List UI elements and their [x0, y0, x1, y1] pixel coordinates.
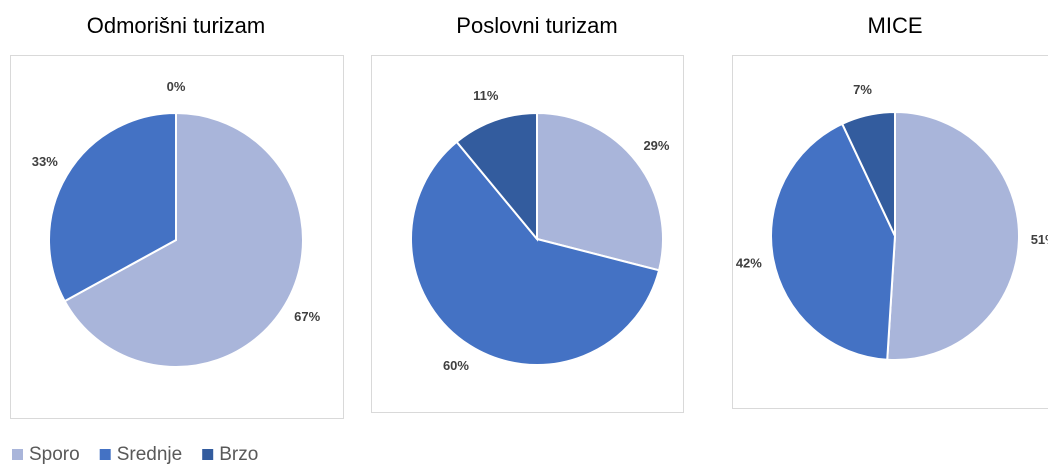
data-label: 42%: [736, 255, 762, 270]
pie-chart: 29% 60% 11%: [371, 55, 684, 413]
data-label: 7%: [853, 82, 872, 97]
data-label: 0%: [167, 79, 186, 94]
pie-slice: [410, 140, 661, 366]
legend-label: Sporo: [29, 444, 80, 465]
pie-chart: 67% 33% 0%: [10, 55, 344, 419]
pie-slice: [63, 111, 304, 368]
chart-title: Odmorišni turizam: [87, 13, 265, 38]
legend-label: Srednje: [117, 444, 183, 465]
chart-title: Poslovni turizam: [456, 13, 617, 38]
chart-title: MICE: [868, 13, 923, 38]
data-label: 67%: [294, 309, 320, 324]
data-label: 51%: [1031, 232, 1048, 247]
legend-swatch: [12, 449, 23, 460]
legend-swatch: [99, 449, 111, 460]
pie-slice: [48, 111, 177, 303]
data-label: 60%: [443, 358, 469, 373]
pie-slice: [455, 111, 538, 242]
pie-slice: [886, 110, 1021, 361]
pie-slice: [840, 110, 896, 237]
data-label: 29%: [643, 138, 669, 153]
data-label: 11%: [473, 88, 499, 103]
legend-swatch: [202, 449, 214, 460]
data-label: 33%: [32, 154, 58, 169]
legend-label: Brzo: [219, 444, 258, 465]
pie-slice: [770, 122, 897, 361]
pie-chart: 51% 42% 7%: [732, 55, 1048, 409]
pie-slice: [536, 111, 664, 272]
